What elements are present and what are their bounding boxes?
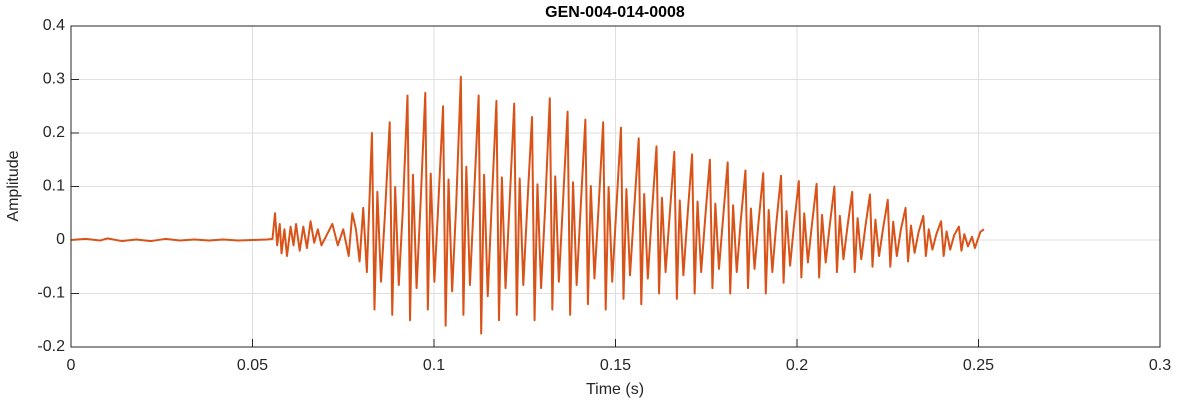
chart-title: GEN-004-014-0008	[545, 4, 685, 21]
y-tick-label: -0.2	[37, 338, 65, 355]
x-axis-label: Time (s)	[586, 381, 644, 398]
y-tick-label: 0.2	[43, 124, 65, 141]
x-tick-label: 0.15	[600, 357, 631, 374]
x-tick-label: 0.25	[963, 357, 994, 374]
x-tick-label: 0	[67, 357, 76, 374]
waveform-line	[70, 75, 985, 335]
x-tick-label: 0.05	[237, 357, 268, 374]
y-tick-label: 0.3	[43, 71, 65, 88]
y-tick-label: 0.4	[43, 17, 65, 34]
tick-labels: 0 0.05 0.1 0.15 0.2 0.25 0.3 -0.2 -0.1 0 0.1 0.2 0.3…	[37, 17, 1171, 374]
x-tick-label: 0.1	[423, 357, 445, 374]
x-tick-label: 0.3	[1149, 357, 1171, 374]
y-axis-label: Amplitude	[5, 150, 22, 221]
plot-layer	[70, 75, 985, 335]
y-tick-label: 0	[56, 231, 65, 248]
y-tick-label: 0.1	[43, 178, 65, 195]
x-tick-label: 0.2	[786, 357, 808, 374]
y-tick-label: -0.1	[37, 285, 65, 302]
axes-box	[70, 25, 1161, 348]
